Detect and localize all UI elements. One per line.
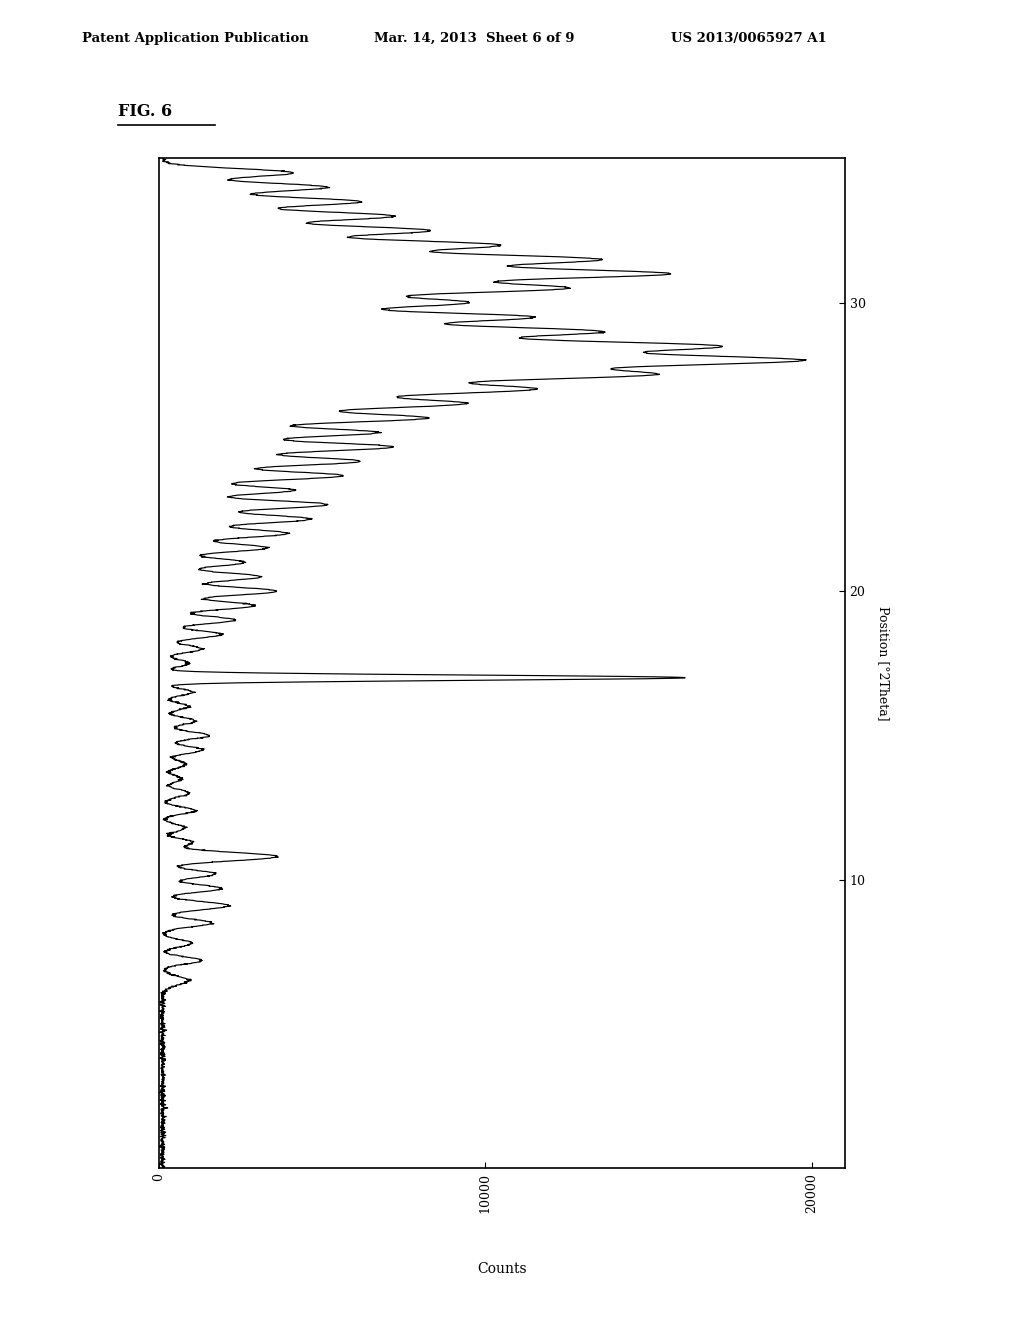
X-axis label: Counts: Counts [477, 1262, 526, 1275]
Y-axis label: Position [°2Theta]: Position [°2Theta] [877, 606, 890, 721]
Text: Mar. 14, 2013  Sheet 6 of 9: Mar. 14, 2013 Sheet 6 of 9 [374, 32, 574, 45]
Text: US 2013/0065927 A1: US 2013/0065927 A1 [671, 32, 826, 45]
Text: FIG. 6: FIG. 6 [118, 103, 172, 120]
Text: Patent Application Publication: Patent Application Publication [82, 32, 308, 45]
